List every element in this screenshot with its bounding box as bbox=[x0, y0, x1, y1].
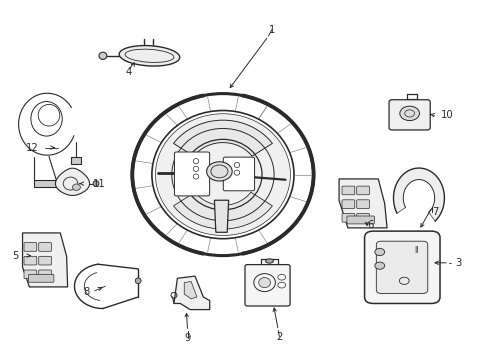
Text: 5: 5 bbox=[12, 251, 19, 261]
FancyBboxPatch shape bbox=[39, 256, 51, 265]
FancyBboxPatch shape bbox=[357, 213, 369, 222]
FancyBboxPatch shape bbox=[365, 231, 440, 303]
Text: 2: 2 bbox=[276, 332, 283, 342]
FancyBboxPatch shape bbox=[357, 200, 369, 208]
FancyBboxPatch shape bbox=[389, 100, 430, 130]
Polygon shape bbox=[174, 276, 210, 310]
FancyBboxPatch shape bbox=[342, 213, 355, 222]
FancyBboxPatch shape bbox=[223, 157, 255, 191]
FancyBboxPatch shape bbox=[39, 243, 51, 251]
FancyBboxPatch shape bbox=[24, 270, 37, 279]
Ellipse shape bbox=[259, 278, 270, 288]
Text: 9: 9 bbox=[184, 333, 191, 343]
Text: 8: 8 bbox=[83, 287, 90, 297]
FancyBboxPatch shape bbox=[357, 186, 369, 195]
FancyBboxPatch shape bbox=[342, 200, 355, 208]
Polygon shape bbox=[173, 192, 272, 229]
Ellipse shape bbox=[93, 181, 99, 186]
Ellipse shape bbox=[266, 259, 273, 263]
FancyBboxPatch shape bbox=[245, 265, 290, 306]
Ellipse shape bbox=[155, 114, 291, 235]
Ellipse shape bbox=[99, 52, 107, 59]
Text: II: II bbox=[414, 246, 419, 255]
Polygon shape bbox=[393, 168, 444, 221]
Ellipse shape bbox=[207, 162, 232, 181]
Ellipse shape bbox=[73, 184, 80, 190]
Text: 3: 3 bbox=[456, 258, 462, 268]
FancyBboxPatch shape bbox=[174, 152, 210, 196]
Polygon shape bbox=[55, 168, 90, 195]
Polygon shape bbox=[23, 233, 68, 287]
Text: 1: 1 bbox=[269, 24, 275, 35]
Text: 11: 11 bbox=[93, 179, 106, 189]
FancyBboxPatch shape bbox=[28, 274, 54, 282]
Text: 7: 7 bbox=[432, 207, 439, 217]
Polygon shape bbox=[339, 179, 387, 228]
FancyBboxPatch shape bbox=[342, 186, 355, 195]
Ellipse shape bbox=[135, 278, 141, 284]
Ellipse shape bbox=[119, 46, 180, 66]
Text: 10: 10 bbox=[441, 110, 454, 120]
Text: 4: 4 bbox=[125, 67, 131, 77]
FancyBboxPatch shape bbox=[24, 243, 37, 251]
Ellipse shape bbox=[400, 106, 419, 121]
FancyBboxPatch shape bbox=[347, 216, 374, 224]
FancyBboxPatch shape bbox=[24, 256, 37, 265]
Polygon shape bbox=[34, 180, 56, 187]
Polygon shape bbox=[173, 120, 272, 156]
FancyBboxPatch shape bbox=[376, 241, 428, 293]
Ellipse shape bbox=[375, 248, 385, 256]
Polygon shape bbox=[71, 157, 81, 164]
Ellipse shape bbox=[375, 262, 385, 269]
FancyBboxPatch shape bbox=[39, 270, 51, 279]
Polygon shape bbox=[184, 282, 197, 299]
Polygon shape bbox=[215, 200, 229, 232]
Text: 6: 6 bbox=[367, 220, 373, 230]
Text: 12: 12 bbox=[25, 143, 38, 153]
